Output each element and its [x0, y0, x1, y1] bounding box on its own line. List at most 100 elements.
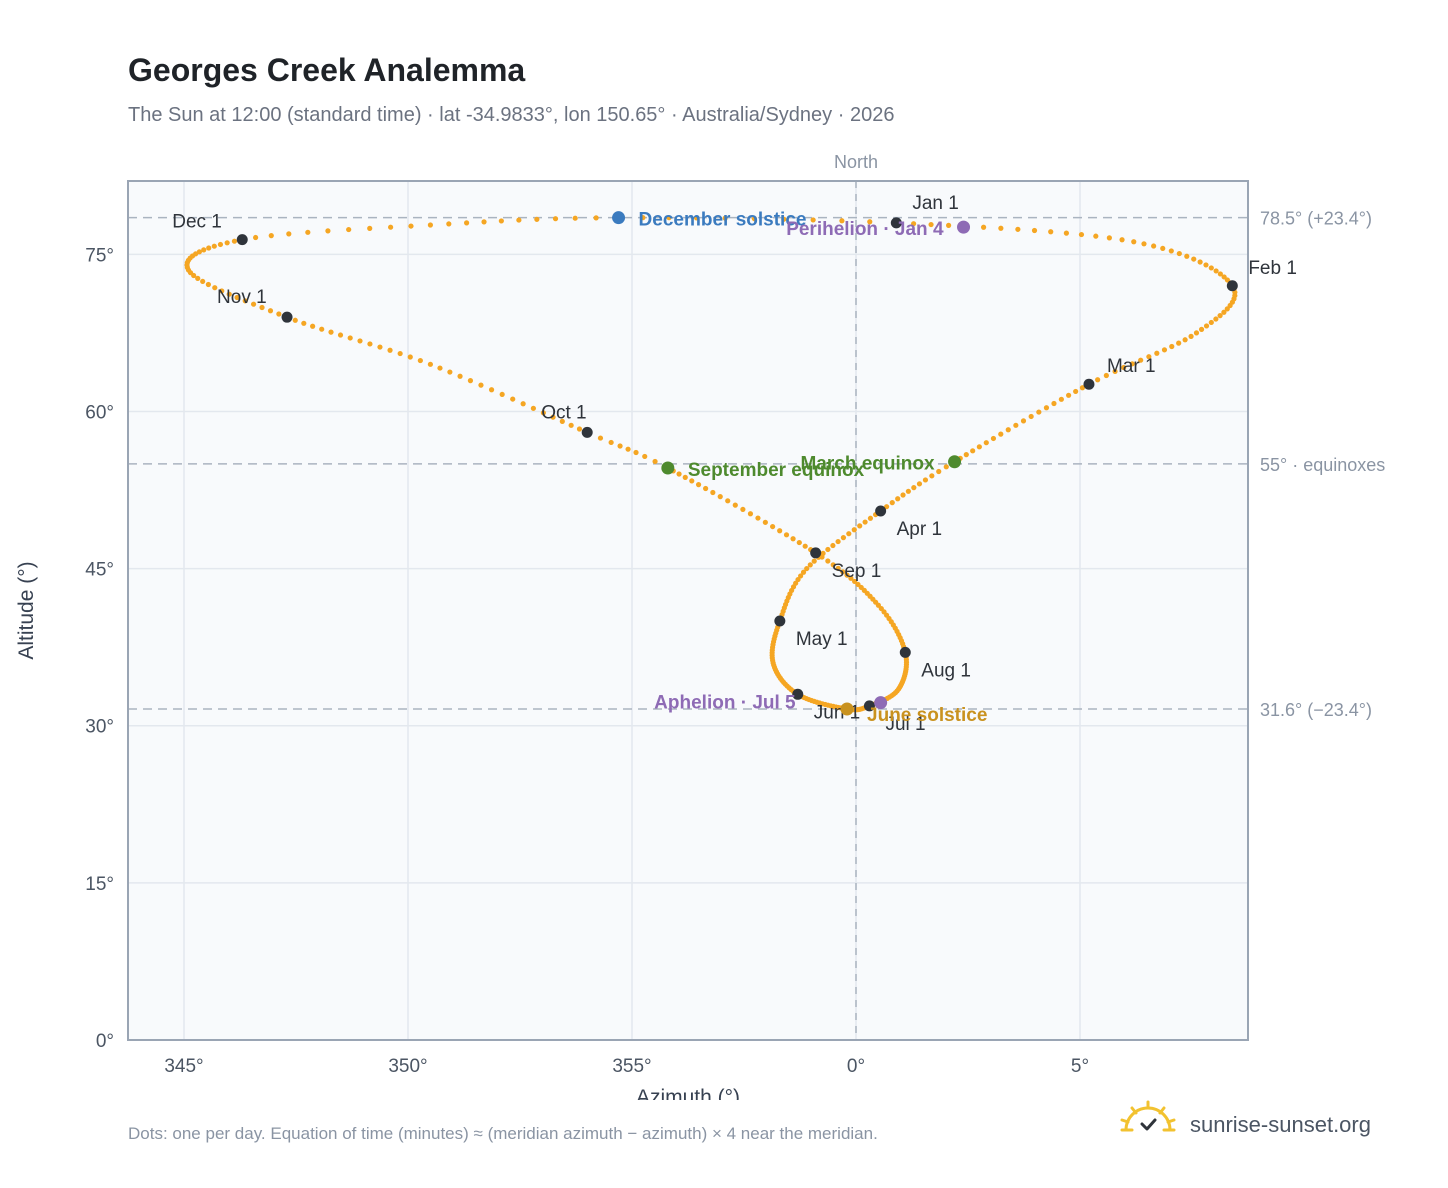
day-dot [1028, 413, 1034, 420]
day-dot [1208, 265, 1214, 271]
day-dot [1193, 330, 1200, 336]
day-dot [693, 215, 700, 221]
day-dot [608, 439, 614, 446]
meridian-label: North [834, 152, 878, 172]
day-dot [346, 226, 352, 233]
day-dot [1160, 245, 1166, 252]
day-dot [810, 217, 816, 223]
month-label: Jan 1 [912, 193, 958, 214]
x-tick-label: 0° [847, 1056, 865, 1077]
day-dot [798, 573, 804, 579]
day-dot [867, 219, 873, 225]
day-dot [840, 569, 846, 575]
day-dot [911, 485, 917, 491]
day-dot [196, 249, 202, 255]
day-dot [1169, 343, 1175, 350]
day-dot [1203, 262, 1209, 268]
day-dot [1198, 326, 1205, 332]
day-dot [568, 422, 574, 428]
day-dot [1168, 248, 1174, 254]
reference-label: 31.6° (−23.4°) [1260, 700, 1372, 720]
day-dot [367, 341, 373, 347]
day-dot [1224, 306, 1230, 312]
day-dot [1221, 309, 1227, 315]
y-tick-label: 15° [85, 874, 114, 895]
day-dot [1217, 271, 1223, 277]
day-dot [597, 435, 604, 441]
day-dot [976, 444, 982, 450]
day-dot [936, 468, 942, 475]
y-tick-label: 45° [85, 560, 114, 581]
y-tick-label: 60° [85, 402, 114, 423]
x-axis-label: Azimuth (°) [636, 1086, 740, 1100]
y-tick-label: 0° [96, 1031, 114, 1052]
day-dot [625, 446, 631, 452]
plot-frame [127, 180, 1249, 1041]
reference-label: 55° · equinoxes [1260, 455, 1385, 475]
day-dot [457, 373, 463, 379]
day-dot [980, 224, 987, 230]
day-dot [319, 326, 325, 332]
day-dot [1063, 230, 1069, 236]
day-dot [201, 247, 207, 253]
day-dot [219, 288, 225, 294]
day-dot [1119, 237, 1125, 243]
month-label: May 1 [796, 629, 848, 650]
day-dot [447, 369, 453, 375]
event-label: March equinox [800, 454, 935, 475]
day-dot [770, 523, 776, 530]
x-tick-label: 350° [388, 1056, 427, 1077]
day-dot [407, 354, 413, 360]
event-marker [948, 455, 962, 469]
day-dot [666, 215, 672, 221]
axes: 345° 350° 355° 0° 5° 0° 15° 30° 45° 60° 75° Azimuth… [15, 245, 1089, 1100]
day-dot [1051, 400, 1057, 407]
day-dot [1208, 319, 1214, 326]
day-dot [983, 440, 989, 446]
day-dot [463, 220, 470, 226]
day-dot [1036, 409, 1042, 415]
y-tick-label: 30° [85, 717, 114, 738]
day-dot [929, 473, 935, 479]
day-dot [804, 565, 810, 572]
day-dot [226, 291, 232, 297]
day-dot [1138, 357, 1144, 363]
day-dot [998, 431, 1004, 437]
day-dot [1031, 227, 1038, 234]
day-dot [377, 344, 383, 350]
brand[interactable]: sunrise-sunset.org [1118, 1100, 1388, 1150]
day-dot [1079, 385, 1086, 391]
day-dot [367, 225, 373, 231]
day-dot [717, 494, 723, 500]
day-dot [1058, 396, 1064, 402]
month-marker [863, 700, 875, 712]
day-dot [488, 387, 495, 393]
day-dot [205, 281, 211, 288]
day-dot [963, 452, 969, 458]
day-dot [1043, 405, 1050, 411]
day-dot [783, 532, 790, 538]
event-marker [661, 461, 675, 475]
day-dot [862, 519, 868, 525]
day-dot [397, 350, 403, 357]
month-label: Oct 1 [541, 402, 586, 423]
day-dot [762, 519, 768, 525]
day-dot [1146, 354, 1152, 360]
day-dot [357, 338, 363, 344]
day-dot [777, 528, 783, 534]
day-dot [1048, 229, 1054, 235]
day-dot [292, 317, 298, 323]
day-dot [498, 218, 504, 224]
day-dot [1184, 253, 1190, 259]
day-dot [1095, 377, 1101, 383]
event-label: September equinox [688, 460, 865, 481]
day-dot [1078, 231, 1085, 238]
day-dot [802, 543, 808, 549]
reference-label: 78.5° (+23.4°) [1260, 209, 1372, 229]
day-dot [1176, 340, 1182, 346]
day-dot [305, 229, 311, 235]
day-dot [633, 449, 639, 456]
day-dot [1073, 388, 1079, 395]
analemma-chart: North 78.5° (+23.4°) 55° · equinoxes 31.6° … [15, 152, 1385, 1100]
